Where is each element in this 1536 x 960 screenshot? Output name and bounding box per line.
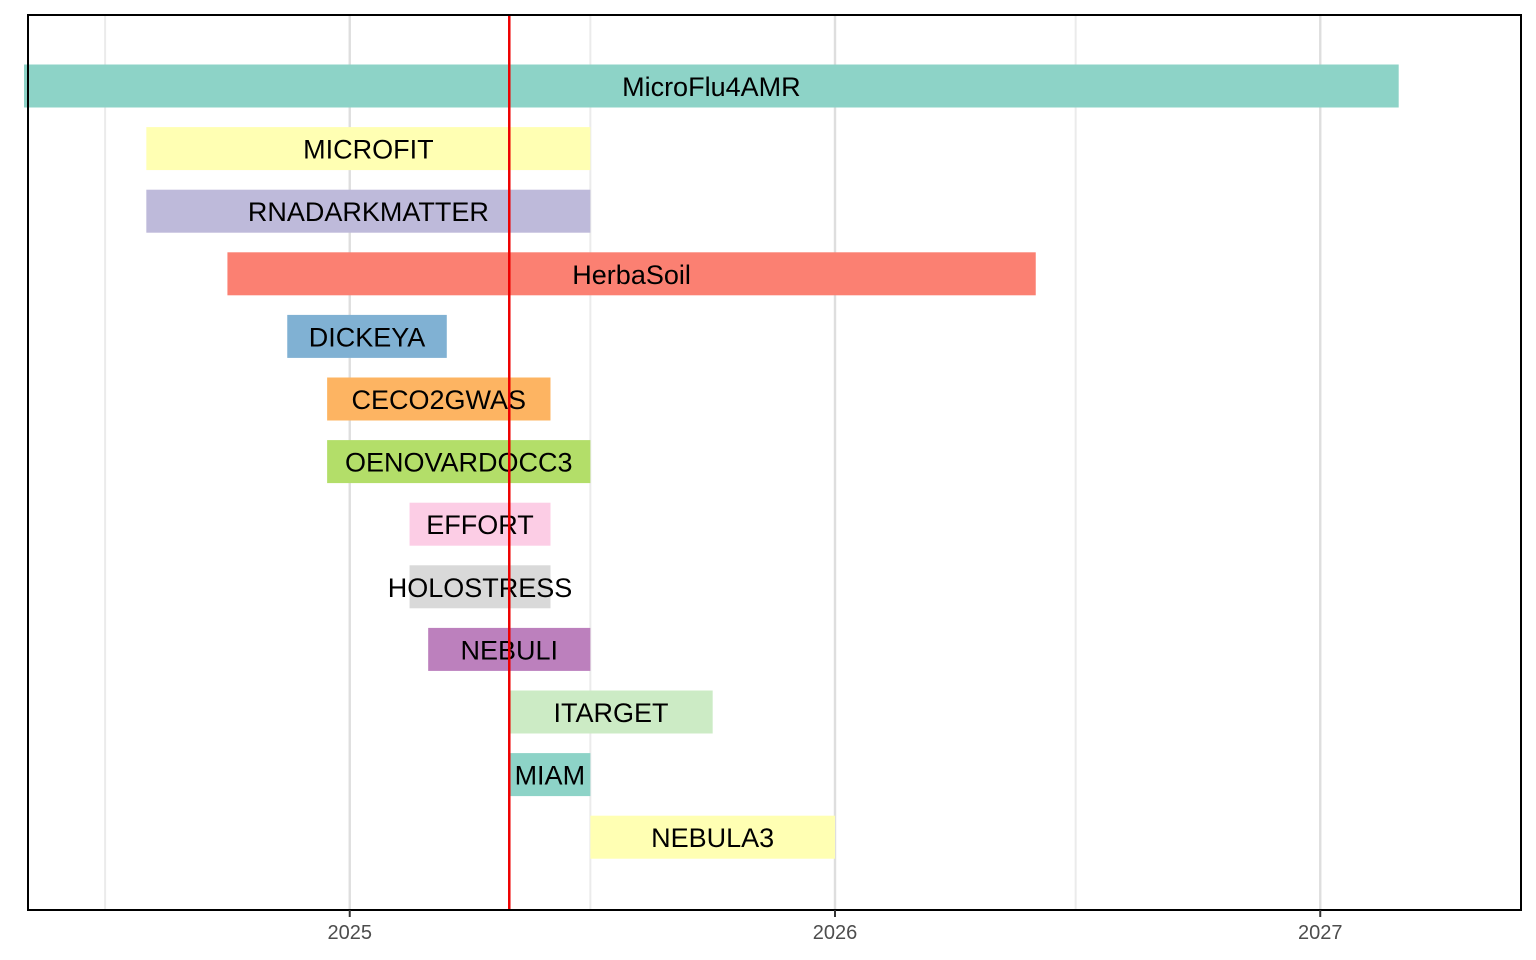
bar-label-miam: MIAM <box>515 761 586 791</box>
x-tick-label: 2025 <box>327 922 372 944</box>
x-tick-label: 2026 <box>813 922 858 944</box>
bar-oenovardocc3 <box>327 440 591 484</box>
plot-frame <box>27 14 1522 911</box>
bar-herbasoil <box>227 252 1036 296</box>
bar-microflu4amr <box>24 64 1399 108</box>
x-axis-ticks: 2025 2026 2027 <box>327 910 1342 944</box>
x-tick-label: 2027 <box>1298 922 1343 944</box>
bar-label-nebula3: NEBULA3 <box>651 823 774 853</box>
bar-label-herbasoil: HerbaSoil <box>572 260 691 290</box>
bar-microfit <box>146 127 591 171</box>
bar-label-rnadarkmatter: RNADARKMATTER <box>248 197 489 227</box>
bar-itarget <box>509 690 713 734</box>
bar-effort <box>409 502 551 546</box>
bar-label-holostress: HOLOSTRESS <box>388 573 573 603</box>
bar-rnadarkmatter <box>146 189 591 233</box>
bar-miam <box>509 753 591 797</box>
bar-label-effort: EFFORT <box>426 510 534 540</box>
bar-dickeya <box>287 314 447 358</box>
bar-label-dickeya: DICKEYA <box>309 322 426 352</box>
bar-label-microfit: MICROFIT <box>303 135 433 165</box>
bar-ceco2gwas <box>327 377 551 421</box>
bar-label-microflu4amr: MicroFlu4AMR <box>622 72 801 102</box>
bar-label-oenovardocc3: OENOVARDOCC3 <box>345 448 573 478</box>
bars <box>24 64 1399 859</box>
bar-nebula3 <box>590 815 835 859</box>
bar-holostress <box>409 565 551 609</box>
bar-label-ceco2gwas: CECO2GWAS <box>352 385 527 415</box>
bar-label-itarget: ITARGET <box>553 698 668 728</box>
bar-labels: MicroFlu4AMR MICROFIT RNADARKMATTER HerbaSo… <box>248 72 801 853</box>
